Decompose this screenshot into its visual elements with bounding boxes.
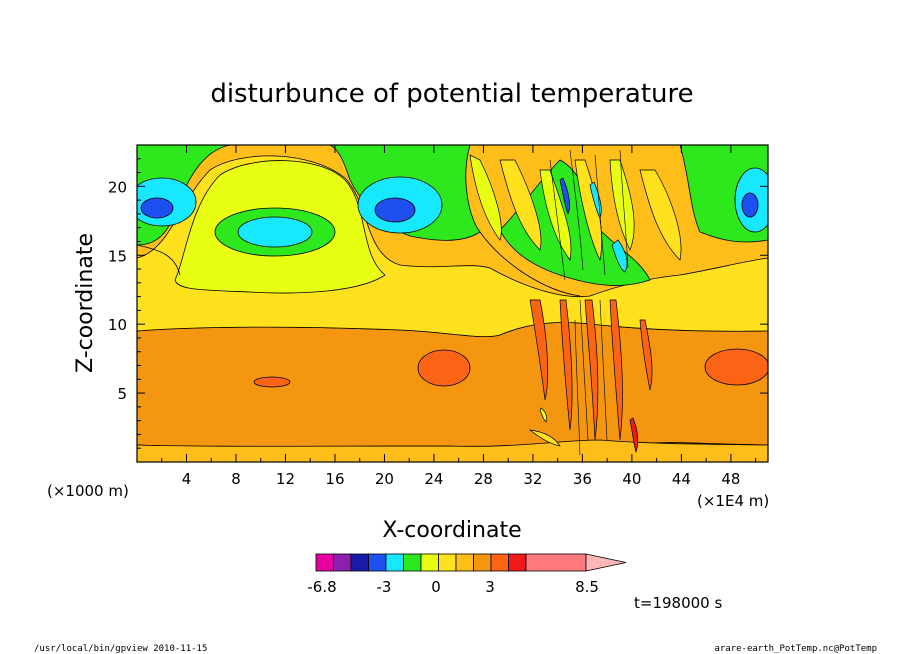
colorbar-tick-label: -6.8: [307, 578, 336, 596]
y-tick-label: 15: [108, 247, 127, 265]
colorbar: [315, 553, 627, 572]
x-axis: 4 8 12 16 20 24 28 32 36 40 44 48: [161, 145, 757, 488]
colorbar-cell: [420, 553, 439, 572]
footer-left: /usr/local/bin/gpview 2010-11-15: [34, 644, 207, 654]
colorbar-tick-labels: -6.8 -3 0 3 8.5: [307, 578, 599, 596]
x-tick-label: 48: [721, 470, 740, 488]
x-tick-label: 36: [573, 470, 592, 488]
colorbar-cell: [368, 553, 387, 572]
x-tick-label: 40: [622, 470, 641, 488]
colorbar-cell: [525, 553, 587, 572]
colorbar-cell: [455, 553, 474, 572]
colorbar-tick-label: -3: [377, 578, 392, 596]
x-tick-label: 4: [182, 470, 192, 488]
time-label: t=198000 s: [634, 594, 722, 612]
y-tick-label: 20: [108, 178, 127, 196]
x-tick-label: 44: [672, 470, 691, 488]
x-tick-label: 12: [276, 470, 295, 488]
colorbar-tick-label: 3: [485, 578, 495, 596]
chart-title: disturbunce of potential temperature: [210, 79, 693, 109]
x-tick-label: 8: [231, 470, 241, 488]
footer-right: arare-earth_PotTemp.nc@PotTemp: [714, 644, 877, 654]
contour-field: [137, 145, 768, 462]
y-tick-label: 10: [108, 316, 127, 334]
y-axis-label: Z-coordinate: [73, 233, 98, 373]
x-tick-label: 28: [474, 470, 493, 488]
x-unit-left: (×1000 m): [47, 482, 129, 500]
colorbar-cell: [473, 553, 492, 572]
plot-frame: [136, 144, 769, 463]
colorbar-cell: [350, 553, 369, 572]
colorbar-cell: [315, 553, 334, 572]
colorbar-tick-label: 0: [431, 578, 441, 596]
colorbar-cell: [385, 553, 404, 572]
y-tick-label: 5: [117, 385, 127, 403]
x-tick-label: 32: [523, 470, 542, 488]
colorbar-arrow: [585, 553, 627, 572]
x-unit-right: (×1E4 m): [697, 492, 769, 510]
colorbar-tick-label: 8.5: [575, 578, 599, 596]
x-axis-label: X-coordinate: [382, 518, 521, 543]
colorbar-cell: [403, 553, 422, 572]
y-axis: 5 10 15 20: [108, 158, 768, 449]
colorbar-cell: [490, 553, 509, 572]
colorbar-cell: [333, 553, 352, 572]
colorbar-cell: [508, 553, 527, 572]
x-tick-label: 16: [325, 470, 344, 488]
colorbar-cell: [438, 553, 457, 572]
x-tick-label: 20: [375, 470, 394, 488]
x-tick-label: 24: [424, 470, 443, 488]
